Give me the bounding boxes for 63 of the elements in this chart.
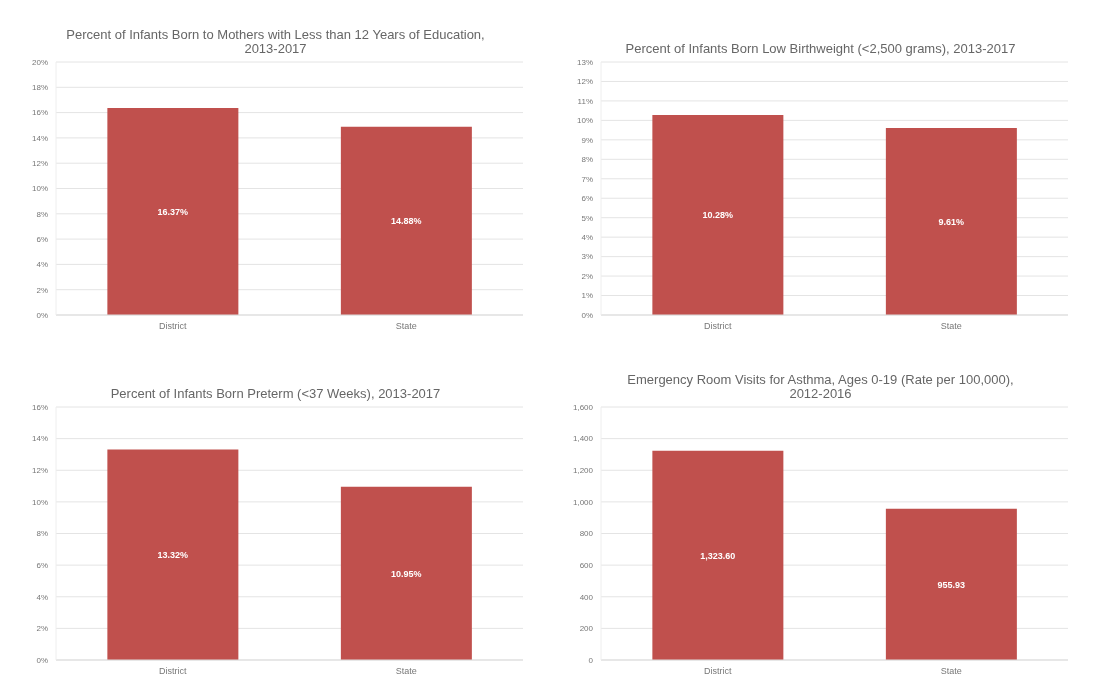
y-tick-label: 8% <box>36 529 48 539</box>
data-label: 9.61% <box>938 216 965 227</box>
y-tick-label: 6% <box>36 234 48 244</box>
x-tick-label: District <box>704 666 732 677</box>
data-label: 14.88% <box>391 216 422 227</box>
y-tick-label: 9% <box>581 135 593 145</box>
x-tick-label: State <box>940 666 962 677</box>
y-tick-label: 3% <box>581 252 593 262</box>
data-label: 1,323.60 <box>700 550 736 561</box>
y-tick-label: 1% <box>581 291 593 301</box>
data-label: 16.37% <box>157 206 189 217</box>
x-tick-label: District <box>159 321 187 332</box>
data-label: 10.95% <box>391 568 422 579</box>
y-tick-label: 0 <box>588 655 594 665</box>
y-tick-label: 6% <box>36 560 48 570</box>
y-tick-label: 1,400 <box>572 434 594 444</box>
y-tick-label: 8% <box>581 155 593 165</box>
data-label: 955.93 <box>937 579 966 590</box>
y-tick-label: 600 <box>579 560 594 570</box>
x-tick-label: District <box>159 666 187 677</box>
data-label: 13.32% <box>157 549 189 560</box>
chart-title: Percent of Infants Born to Mothers with Less than 12 Years of Education, 2013-2017 <box>65 26 486 56</box>
x-tick-label: State <box>395 666 417 677</box>
chart-title: Percent of Infants Born Preterm (<37 Weeks), 2013-2017 <box>109 385 442 401</box>
y-tick-label: 12% <box>576 77 593 87</box>
y-tick-label: 16% <box>31 402 48 412</box>
y-tick-label: 7% <box>581 174 593 184</box>
x-tick-label: State <box>395 321 417 332</box>
y-tick-label: 800 <box>579 529 594 539</box>
y-tick-label: 2% <box>36 285 48 295</box>
y-tick-label: 4% <box>581 232 593 242</box>
y-tick-label: 18% <box>31 83 48 93</box>
y-tick-label: 1,600 <box>572 402 594 412</box>
y-tick-label: 2% <box>581 271 593 281</box>
y-tick-label: 8% <box>36 209 48 219</box>
data-label: 10.28% <box>702 210 734 221</box>
y-tick-label: 4% <box>36 592 48 602</box>
y-tick-label: 13% <box>576 57 593 67</box>
y-tick-label: 12% <box>31 159 48 169</box>
y-tick-label: 6% <box>581 194 593 204</box>
y-tick-label: 0% <box>36 310 48 320</box>
y-tick-label: 5% <box>581 213 593 223</box>
y-tick-label: 0% <box>36 655 48 665</box>
y-tick-label: 11% <box>577 96 593 106</box>
y-tick-label: 2% <box>36 624 48 634</box>
y-tick-label: 14% <box>31 434 48 444</box>
y-tick-label: 20% <box>31 57 48 67</box>
x-tick-label: District <box>704 321 732 332</box>
chart-title: Percent of Infants Born Low Birthweight (<2,500 grams), 2013-2017 <box>624 40 1017 56</box>
y-tick-label: 14% <box>31 133 48 143</box>
y-tick-label: 10% <box>576 116 593 126</box>
chart-title: Emergency Room Visits for Asthma, Ages 0-19 (Rate per 100,000), 2012-2016 <box>626 371 1015 401</box>
y-tick-label: 1,200 <box>572 466 594 476</box>
y-tick-label: 12% <box>31 466 48 476</box>
x-tick-label: State <box>940 321 962 332</box>
y-tick-label: 16% <box>31 108 48 118</box>
y-tick-label: 10% <box>31 184 48 194</box>
y-tick-label: 400 <box>579 592 594 602</box>
y-tick-label: 4% <box>36 260 48 270</box>
y-tick-label: 10% <box>31 497 48 507</box>
y-tick-label: 200 <box>579 624 594 634</box>
y-tick-label: 0% <box>581 310 593 320</box>
y-tick-label: 1,000 <box>572 497 594 507</box>
